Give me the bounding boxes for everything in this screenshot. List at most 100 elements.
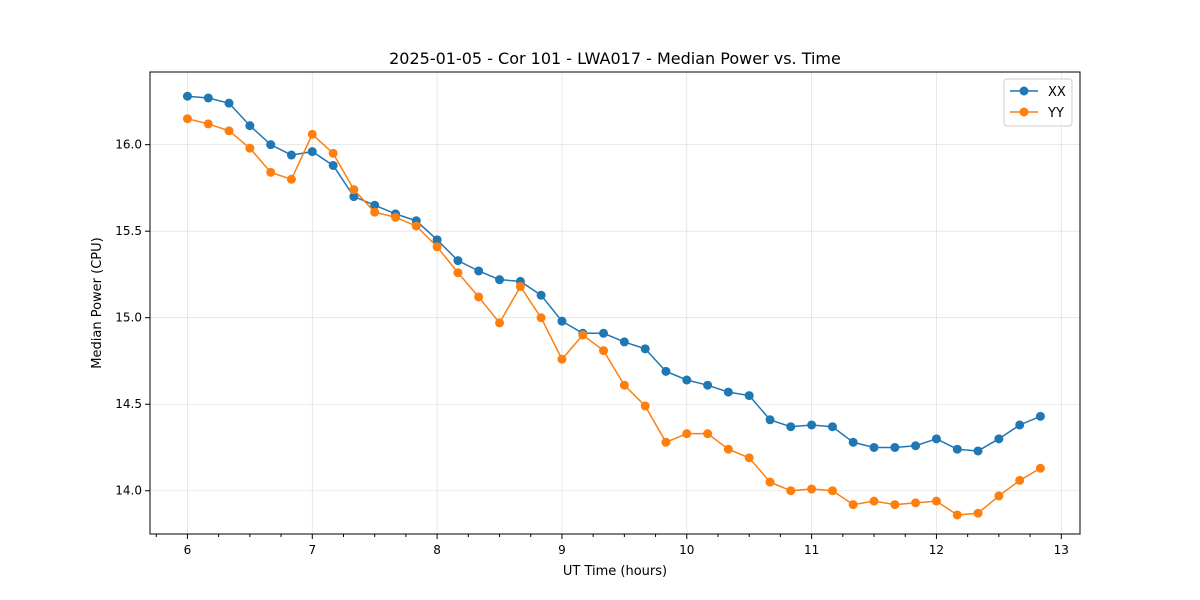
- data-point-xx: [703, 380, 713, 390]
- data-point-yy: [224, 126, 234, 136]
- x-tick-label: 11: [804, 543, 819, 557]
- data-point-yy: [994, 491, 1004, 501]
- x-tick-label: 10: [679, 543, 694, 557]
- y-tick-label: 15.0: [115, 311, 142, 325]
- x-tick-label: 12: [929, 543, 944, 557]
- data-point-xx: [349, 192, 359, 202]
- data-point-xx: [848, 437, 858, 447]
- data-point-yy: [869, 496, 879, 506]
- data-point-xx: [1035, 411, 1045, 421]
- data-point-yy: [182, 114, 192, 124]
- data-point-yy: [1015, 475, 1025, 485]
- data-point-yy: [432, 242, 442, 252]
- data-point-xx: [328, 160, 338, 170]
- legend-label-yy: YY: [1047, 106, 1064, 121]
- plot-frame: [149, 71, 1081, 535]
- x-tick-label: 13: [1054, 543, 1069, 557]
- x-tick-label: 6: [184, 543, 192, 557]
- data-point-xx: [765, 415, 775, 425]
- y-axis-label: Median Power (CPU): [90, 237, 105, 368]
- data-point-xx: [432, 235, 442, 245]
- data-point-yy: [1035, 463, 1045, 473]
- tick-layer: 6 7 8 9 10 11 12 13 14.0 14.5 15.0 15.5 16.0: [115, 138, 1069, 557]
- y-tick-label: 16.0: [115, 138, 142, 152]
- grid-layer: [150, 72, 1080, 534]
- data-point-xx: [453, 256, 463, 266]
- data-point-xx: [869, 442, 879, 452]
- data-point-xx: [619, 337, 629, 347]
- data-point-yy: [515, 282, 525, 292]
- data-point-yy: [744, 453, 754, 463]
- data-point-xx: [911, 441, 921, 451]
- series-layer: [182, 91, 1045, 520]
- data-point-xx: [182, 91, 192, 101]
- chart-title: 2025-01-05 - Cor 101 - LWA017 - Median P…: [389, 49, 841, 68]
- data-point-xx: [536, 290, 546, 300]
- data-point-yy: [307, 129, 317, 139]
- data-point-yy: [245, 143, 255, 153]
- series-xx: [182, 91, 1045, 456]
- data-point-xx: [827, 422, 837, 432]
- data-point-xx: [994, 434, 1004, 444]
- data-point-yy: [286, 174, 296, 184]
- legend-label-xx: XX: [1048, 85, 1066, 100]
- legend: XX YY: [1003, 78, 1073, 127]
- x-tick-label: 8: [433, 543, 441, 557]
- data-point-yy: [619, 380, 629, 390]
- data-point-yy: [640, 401, 650, 411]
- data-point-xx: [890, 442, 900, 452]
- y-tick-label: 15.5: [115, 224, 142, 238]
- data-point-yy: [474, 292, 484, 302]
- data-point-xx: [1015, 420, 1025, 430]
- data-point-xx: [557, 316, 567, 326]
- data-point-xx: [744, 391, 754, 401]
- x-tick-label: 7: [308, 543, 316, 557]
- data-point-xx: [661, 366, 671, 376]
- data-point-xx: [682, 375, 692, 385]
- series-line-yy: [187, 117, 1041, 516]
- y-tick-label: 14.5: [115, 397, 142, 411]
- data-point-xx: [599, 328, 609, 338]
- data-point-xx: [474, 266, 484, 276]
- data-point-yy: [349, 185, 359, 195]
- data-point-yy: [203, 119, 213, 129]
- data-point-yy: [453, 268, 463, 278]
- data-point-xx: [973, 446, 983, 456]
- x-axis-label: UT Time (hours): [563, 564, 667, 579]
- data-point-yy: [536, 313, 546, 323]
- data-point-yy: [827, 486, 837, 496]
- data-point-yy: [328, 148, 338, 158]
- data-point-yy: [911, 498, 921, 508]
- data-point-xx: [640, 344, 650, 354]
- data-point-yy: [599, 346, 609, 356]
- data-point-yy: [931, 496, 941, 506]
- data-point-yy: [370, 207, 380, 217]
- data-point-xx: [370, 200, 380, 210]
- data-point-yy: [391, 212, 401, 222]
- legend-marker-xx: [1019, 86, 1029, 96]
- data-point-xx: [307, 147, 317, 157]
- data-point-yy: [661, 437, 671, 447]
- data-point-xx: [931, 434, 941, 444]
- data-point-yy: [557, 354, 567, 364]
- data-point-yy: [578, 330, 588, 340]
- series-yy: [182, 114, 1045, 520]
- data-point-yy: [848, 500, 858, 510]
- data-point-yy: [266, 167, 276, 177]
- data-point-yy: [890, 500, 900, 510]
- x-tick-label: 9: [558, 543, 566, 557]
- data-point-xx: [786, 422, 796, 432]
- data-point-yy: [973, 508, 983, 518]
- data-point-xx: [224, 98, 234, 108]
- data-point-yy: [682, 429, 692, 439]
- data-point-yy: [765, 477, 775, 487]
- data-point-xx: [266, 140, 276, 150]
- legend-marker-yy: [1019, 107, 1029, 117]
- data-point-yy: [495, 318, 505, 328]
- data-point-xx: [723, 387, 733, 397]
- data-point-xx: [807, 420, 817, 430]
- y-tick-label: 14.0: [115, 484, 142, 498]
- data-point-xx: [952, 444, 962, 454]
- data-point-xx: [245, 121, 255, 131]
